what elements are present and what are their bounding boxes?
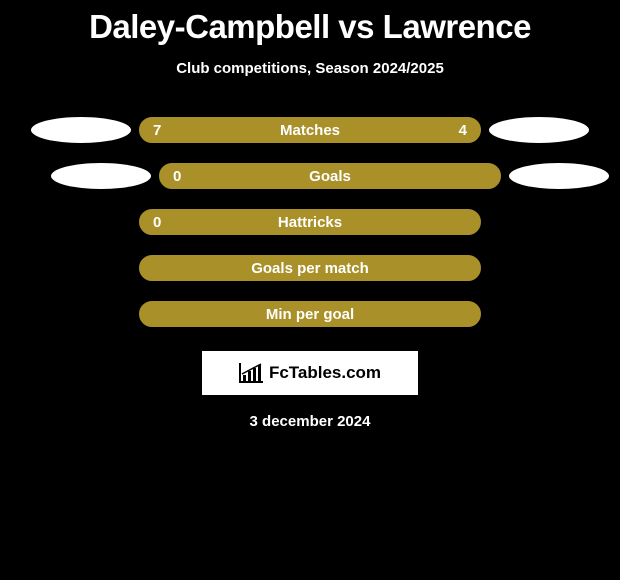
left-pill <box>51 163 151 189</box>
stat-label: Matches <box>280 122 340 139</box>
stat-bar: Min per goal <box>139 301 481 327</box>
stat-row-hattricks: 0 Hattricks <box>0 209 620 235</box>
logo-text: FcTables.com <box>269 363 381 383</box>
date-label: 3 december 2024 <box>250 413 371 430</box>
right-pill <box>509 163 609 189</box>
logo-box: FcTables.com <box>202 351 418 395</box>
stat-bar: 0 Hattricks <box>139 209 481 235</box>
stat-row-mpg: Min per goal <box>0 301 620 327</box>
stat-label: Min per goal <box>266 306 354 323</box>
stat-left-value: 0 <box>153 214 161 231</box>
stat-label: Hattricks <box>278 214 342 231</box>
left-pill <box>31 117 131 143</box>
stat-right-value: 4 <box>459 122 467 139</box>
stat-left-value: 0 <box>173 168 181 185</box>
stat-bar: Goals per match <box>139 255 481 281</box>
subtitle: Club competitions, Season 2024/2025 <box>176 60 444 77</box>
stat-label: Goals <box>309 168 351 185</box>
page-title: Daley-Campbell vs Lawrence <box>89 8 531 46</box>
stat-left-value: 7 <box>153 122 161 139</box>
comparison-card: Daley-Campbell vs Lawrence Club competit… <box>0 0 620 430</box>
stat-row-matches: 7 Matches 4 <box>0 117 620 143</box>
stat-row-goals: 0 Goals <box>0 163 620 189</box>
stat-row-gpm: Goals per match <box>0 255 620 281</box>
chart-icon <box>239 363 263 383</box>
stat-bar: 0 Goals <box>159 163 501 189</box>
right-pill <box>489 117 589 143</box>
stat-label: Goals per match <box>251 260 369 277</box>
stat-bar: 7 Matches 4 <box>139 117 481 143</box>
stats-list: 7 Matches 4 0 Goals 0 Hattricks <box>0 117 620 327</box>
